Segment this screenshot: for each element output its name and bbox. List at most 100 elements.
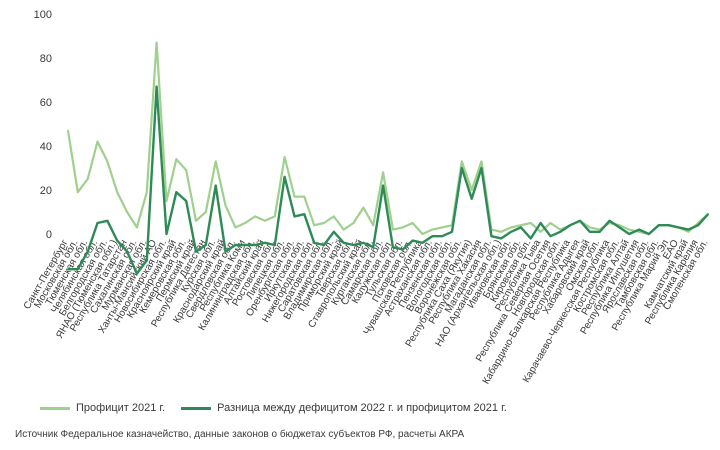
data-point-surplus xyxy=(96,140,99,143)
data-point-difference xyxy=(618,226,621,229)
data-point-difference xyxy=(382,184,384,187)
data-point-difference xyxy=(86,250,89,253)
data-point-difference xyxy=(214,184,217,187)
data-point-surplus xyxy=(628,228,631,231)
legend: Профицит 2021 г. Разница между дефицитом… xyxy=(40,402,523,414)
data-point-difference xyxy=(372,246,375,249)
data-point-difference xyxy=(529,237,532,240)
data-point-difference xyxy=(559,230,562,233)
y-tick-label: 80 xyxy=(40,53,52,65)
data-point-difference xyxy=(401,248,404,251)
data-point-surplus xyxy=(411,222,414,224)
data-point-difference xyxy=(588,230,591,233)
data-point-surplus xyxy=(195,219,197,222)
data-point-difference xyxy=(283,175,286,178)
data-point-surplus xyxy=(145,191,148,194)
data-point-difference xyxy=(165,233,168,235)
legend-swatch-difference xyxy=(181,406,212,410)
data-point-surplus xyxy=(510,226,512,229)
data-point-surplus xyxy=(244,222,247,224)
data-point-surplus xyxy=(264,219,266,222)
y-tick-label: 20 xyxy=(40,185,52,197)
data-point-difference xyxy=(155,85,158,88)
data-point-surplus xyxy=(687,230,690,233)
data-point-difference xyxy=(273,244,276,246)
data-point-surplus xyxy=(136,226,138,229)
data-point-difference xyxy=(451,230,453,233)
data-point-difference xyxy=(579,219,581,222)
data-point-difference xyxy=(648,233,650,235)
data-point-surplus xyxy=(323,222,325,224)
data-point-difference xyxy=(352,244,355,246)
data-point-surplus xyxy=(313,224,316,227)
data-point-surplus xyxy=(126,211,128,213)
data-point-surplus xyxy=(86,178,89,180)
data-point-surplus xyxy=(559,228,562,231)
data-point-difference xyxy=(175,191,178,194)
data-point-difference xyxy=(303,213,306,216)
data-point-difference xyxy=(204,244,207,246)
data-point-surplus xyxy=(549,222,552,224)
data-point-surplus xyxy=(254,215,256,218)
data-point-surplus xyxy=(155,41,158,44)
data-point-difference xyxy=(421,241,424,244)
y-tick-label: 40 xyxy=(40,141,52,153)
data-point-difference xyxy=(500,237,503,240)
data-point-surplus xyxy=(67,129,69,132)
series-lines xyxy=(66,41,709,275)
data-point-difference xyxy=(106,219,109,222)
data-point-difference xyxy=(195,250,197,253)
data-point-difference xyxy=(549,235,552,238)
data-point-difference xyxy=(313,241,316,244)
data-point-surplus xyxy=(638,230,640,233)
data-point-difference xyxy=(264,241,266,244)
data-point-surplus xyxy=(500,230,503,233)
data-point-difference xyxy=(608,219,611,222)
data-point-difference xyxy=(362,241,365,244)
data-point-difference xyxy=(342,241,345,244)
data-point-difference xyxy=(539,222,542,224)
data-point-surplus xyxy=(342,228,345,231)
data-point-difference xyxy=(234,244,237,246)
data-point-difference xyxy=(136,272,138,275)
data-point-surplus xyxy=(283,156,286,158)
data-point-difference xyxy=(254,244,256,246)
data-point-surplus xyxy=(214,160,217,163)
data-point-surplus xyxy=(529,222,532,224)
y-tick-label: 60 xyxy=(40,97,52,109)
data-point-surplus xyxy=(234,226,237,229)
data-point-difference xyxy=(598,230,601,233)
data-point-surplus xyxy=(332,215,335,218)
data-point-surplus xyxy=(441,226,444,229)
data-point-surplus xyxy=(362,206,365,209)
data-point-surplus xyxy=(224,204,227,207)
data-point-difference xyxy=(707,213,709,216)
legend-item-surplus: Профицит 2021 г. xyxy=(40,402,165,414)
data-point-difference xyxy=(510,230,512,233)
data-point-surplus xyxy=(480,160,483,163)
data-point-difference xyxy=(323,244,325,246)
data-point-surplus xyxy=(431,228,434,231)
data-point-difference xyxy=(293,215,296,218)
data-point-difference xyxy=(520,226,522,229)
data-point-difference xyxy=(411,239,414,242)
data-point-difference xyxy=(431,235,434,238)
data-point-difference xyxy=(460,167,463,169)
data-point-difference xyxy=(67,268,69,271)
data-point-difference xyxy=(126,250,128,253)
data-point-difference xyxy=(441,235,444,238)
data-point-surplus xyxy=(293,195,296,198)
data-point-difference xyxy=(332,230,335,233)
data-point-difference xyxy=(470,197,473,200)
data-point-surplus xyxy=(470,189,473,191)
data-point-difference xyxy=(116,239,119,242)
source-note: Источник Федеральное казначейство, данны… xyxy=(15,429,465,440)
legend-item-difference: Разница между дефицитом 2022 г. и профиц… xyxy=(181,402,507,414)
data-point-difference xyxy=(76,268,79,271)
data-point-surplus xyxy=(372,224,375,227)
data-point-difference xyxy=(145,259,148,262)
data-point-difference xyxy=(224,250,227,253)
data-point-difference xyxy=(490,235,493,238)
